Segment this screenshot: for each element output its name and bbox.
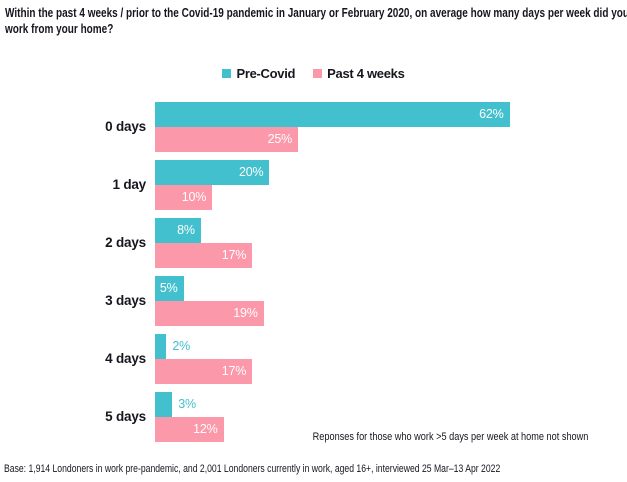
bar-value-label: 8% — [177, 223, 195, 237]
bar-pair: 2% 17% — [155, 334, 627, 384]
bar-group-4-days: 4 days 2% 17% — [0, 334, 627, 384]
bar-pair: 5% 19% — [155, 276, 627, 326]
category-label: 0 days — [105, 119, 146, 134]
bar-pair: 8% 17% — [155, 218, 627, 268]
bar-group-1-day: 1 day 20% 10% — [0, 160, 627, 210]
bar-value-label: 12% — [193, 422, 218, 436]
chart-title: Within the past 4 weeks / prior to the C… — [5, 6, 627, 36]
bar-chart: 0 days 62% 25% 1 day 20% 10% 2 days 8% 17% 3 days… — [0, 102, 627, 450]
bar-value-label: 62% — [479, 107, 504, 121]
bar-pre-covid: 62% — [155, 102, 510, 127]
bar-value-label: 19% — [233, 306, 258, 320]
category-label: 3 days — [105, 293, 146, 308]
bar-pre-covid: 8% — [155, 218, 201, 243]
legend-label-past-4-weeks: Past 4 weeks — [327, 66, 405, 81]
bar-pre-covid: 3% — [155, 392, 196, 417]
category-label: 1 day — [112, 177, 146, 192]
category-label: 2 days — [105, 235, 146, 250]
bar-value-label: 20% — [238, 165, 264, 179]
legend-swatch-pre-covid — [222, 69, 232, 78]
bar-value-label: 5% — [159, 281, 178, 295]
legend-swatch-past-4-weeks — [313, 69, 323, 78]
legend-item-pre-covid: Pre-Covid — [222, 66, 295, 81]
bar-group-3-days: 3 days 5% 19% — [0, 276, 627, 326]
chart-annotation: Reponses for those who work >5 days per … — [312, 431, 588, 443]
legend-item-past-4-weeks: Past 4 weeks — [313, 66, 405, 81]
legend-label-pre-covid: Pre-Covid — [236, 66, 296, 81]
bar-value-label: 17% — [221, 248, 247, 262]
bar-past-4-weeks: 19% — [155, 301, 264, 326]
bar-pair: 20% 10% — [155, 160, 627, 210]
bar-pair: 62% 25% — [155, 102, 627, 152]
bar-group-0-days: 0 days 62% 25% — [0, 102, 627, 152]
category-label: 5 days — [105, 409, 146, 424]
bar-value-label: 2% — [172, 339, 191, 353]
legend: Pre-Covid Past 4 weeks — [0, 66, 627, 81]
bar-value-label: 25% — [267, 132, 293, 146]
bar-value-label: 3% — [178, 397, 196, 411]
bar-past-4-weeks: 12% — [155, 417, 224, 442]
bar-pair: 3% 12% — [155, 392, 627, 442]
bar-group-2-days: 2 days 8% 17% — [0, 218, 627, 268]
base-note: Base: 1,914 Londoners in work pre-pandem… — [4, 463, 501, 475]
bar-past-4-weeks: 17% — [155, 243, 253, 268]
bar-past-4-weeks: 10% — [155, 185, 213, 210]
bar-group-5-days: 5 days 3% 12% — [0, 392, 627, 442]
bar-past-4-weeks: 17% — [155, 359, 253, 384]
bar-past-4-weeks: 25% — [155, 127, 298, 152]
bar-value-label: 10% — [181, 190, 207, 204]
category-label: 4 days — [105, 351, 146, 366]
bar-pre-covid: 2% — [155, 334, 190, 359]
bar-pre-covid: 20% — [155, 160, 270, 185]
bar-value-label: 17% — [221, 364, 247, 378]
bar-pre-covid: 5% — [155, 276, 184, 301]
